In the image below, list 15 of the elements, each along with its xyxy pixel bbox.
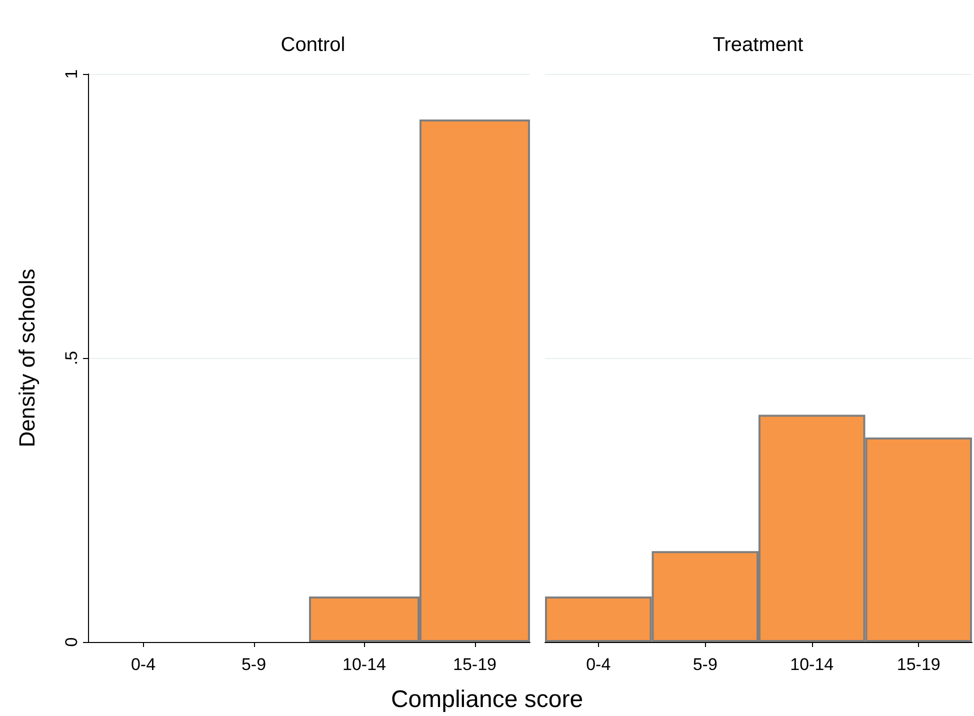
y-axis-title: Density of schools — [14, 268, 40, 448]
x-tick-label: 10-14 — [342, 655, 386, 674]
y-tick-label: 0 — [62, 637, 81, 647]
x-tick-label: 5-9 — [692, 655, 718, 674]
x-tick-label: 0-4 — [130, 655, 156, 674]
x-tick-label: 5-9 — [241, 655, 266, 674]
y-tick-label: 1 — [62, 69, 81, 79]
chart-title: Treatment — [712, 34, 804, 56]
x-axis-title: Compliance score — [390, 686, 584, 714]
x-tick-label: 0-4 — [586, 655, 611, 674]
x-tick-label: 15-19 — [453, 655, 496, 674]
chart-title: Control — [280, 34, 346, 56]
x-tick-label: 10-14 — [790, 655, 834, 674]
x-tick-label: 15-19 — [896, 655, 940, 674]
y-tick-label: .5 — [62, 350, 81, 366]
